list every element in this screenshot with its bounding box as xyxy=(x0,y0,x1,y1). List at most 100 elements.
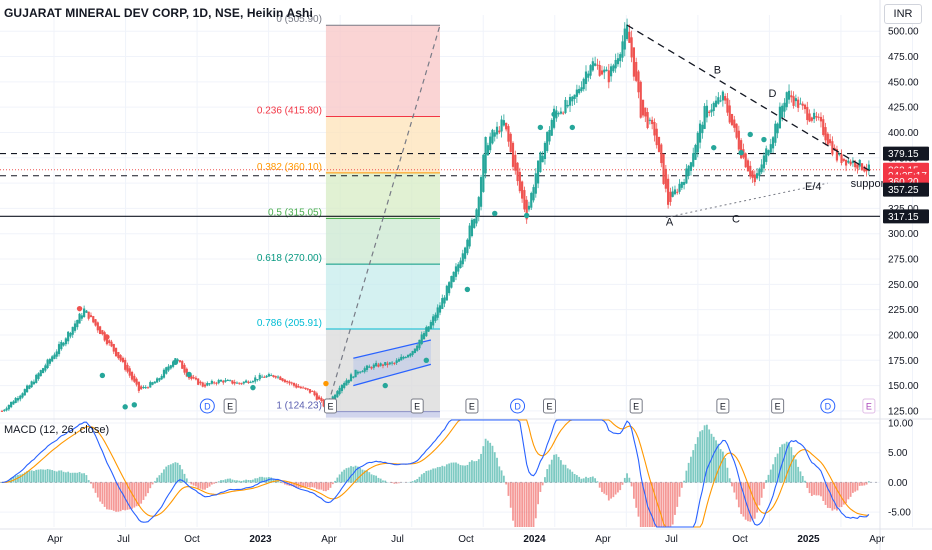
candle-body xyxy=(794,98,797,102)
candle-body xyxy=(493,132,496,137)
fib-trendline xyxy=(325,25,441,412)
macd-histogram-bar xyxy=(443,466,446,483)
macd-histogram-bar xyxy=(345,468,348,483)
pivot-marker xyxy=(761,136,767,143)
candle-body xyxy=(484,136,487,174)
macd-histogram-bar xyxy=(64,472,67,483)
candle-body xyxy=(295,384,298,388)
macd-histogram-bar xyxy=(573,473,576,483)
candle-body xyxy=(422,333,426,340)
macd-histogram-bar xyxy=(220,480,222,483)
candle-body xyxy=(117,352,120,359)
macd-histogram-bar xyxy=(140,482,143,504)
candle-body xyxy=(340,384,344,392)
candle-body xyxy=(607,70,610,83)
macd-histogram-bar xyxy=(601,482,603,493)
candle-body xyxy=(749,165,752,177)
chart-annotation: B xyxy=(714,65,721,77)
earnings-marker-label: E xyxy=(775,402,781,412)
macd-histogram-bar xyxy=(733,482,736,493)
macd-histogram-bar xyxy=(708,429,711,483)
macd-histogram-bar xyxy=(94,482,97,493)
candle-body xyxy=(532,187,535,201)
macd-histogram-bar xyxy=(822,482,825,501)
macd-histogram-bar xyxy=(557,456,560,483)
candle-body xyxy=(434,314,437,321)
macd-histogram-bar xyxy=(589,477,592,483)
candle-body xyxy=(838,153,841,155)
macd-histogram-bar xyxy=(765,480,768,483)
candle-body xyxy=(445,285,448,301)
macd-histogram-bar xyxy=(247,480,250,483)
candle-body xyxy=(726,98,729,113)
candle-body xyxy=(165,367,168,374)
candle-body xyxy=(682,182,686,185)
candle-body xyxy=(521,181,524,199)
price-tag xyxy=(883,146,929,161)
candle-body xyxy=(39,370,42,377)
candle-body xyxy=(452,271,455,282)
macd-histogram-bar xyxy=(261,476,263,483)
macd-histogram-bar xyxy=(103,482,106,507)
candle-body xyxy=(534,173,537,194)
candle-body xyxy=(270,375,273,377)
candle-body xyxy=(518,171,521,192)
macd-histogram-bar xyxy=(810,482,813,496)
candle-body xyxy=(461,253,464,265)
macd-histogram-bar xyxy=(137,482,140,506)
price-tick-label: 200.00 xyxy=(888,330,919,341)
pivot-marker xyxy=(186,371,192,378)
currency-button[interactable]: INR xyxy=(884,4,922,24)
macd-histogram-bar xyxy=(790,447,793,483)
candle-body xyxy=(349,374,353,382)
earnings-marker-label: E xyxy=(469,402,475,412)
macd-histogram-bar xyxy=(482,446,485,483)
macd-histogram-bar xyxy=(480,453,482,483)
candle-body xyxy=(817,116,820,118)
macd-histogram-bar xyxy=(464,465,466,483)
macd-histogram-bar xyxy=(678,482,681,497)
macd-histogram-bar xyxy=(439,466,441,483)
candle-body xyxy=(459,260,462,268)
candle-body xyxy=(669,191,672,202)
candle-body xyxy=(19,395,22,400)
candle-body xyxy=(671,191,674,197)
macd-histogram-bar xyxy=(290,482,293,487)
candle-body xyxy=(762,155,766,169)
candle-body xyxy=(858,159,861,167)
macd-histogram-bar xyxy=(461,465,464,483)
macd-histogram-bar xyxy=(176,462,179,483)
macd-histogram-bar xyxy=(39,469,42,483)
macd-histogram-bar xyxy=(411,481,414,483)
macd-histogram-bar xyxy=(630,482,633,487)
macd-histogram-bar xyxy=(379,478,382,483)
candle-body xyxy=(582,78,585,90)
candle-body xyxy=(260,376,264,378)
macd-histogram-bar xyxy=(797,466,800,483)
macd-histogram-bar xyxy=(808,482,811,494)
candle-body xyxy=(429,321,432,329)
candle-body xyxy=(619,54,622,62)
price-tick-label: 425.00 xyxy=(888,103,919,114)
candle-body xyxy=(479,177,483,207)
candle-body xyxy=(769,144,772,153)
candle-body xyxy=(797,99,800,108)
candle-body xyxy=(580,87,583,92)
candle-body xyxy=(78,313,81,324)
price-tick-label: 250.00 xyxy=(888,280,919,291)
candle-body xyxy=(500,119,503,132)
candle-body xyxy=(822,119,825,135)
macd-histogram-bar xyxy=(783,443,786,483)
macd-histogram-bar xyxy=(158,475,161,483)
macd-histogram-bar xyxy=(505,482,508,485)
candle-body xyxy=(67,331,70,342)
candle-body xyxy=(404,357,407,359)
macd-histogram-bar xyxy=(169,464,172,483)
macd-histogram-bar xyxy=(195,482,197,487)
macd-histogram-bar xyxy=(101,482,104,504)
candle-body xyxy=(388,362,391,365)
macd-histogram-bar xyxy=(265,477,268,483)
macd-histogram-bar xyxy=(226,478,229,483)
macd-histogram-bar xyxy=(642,482,644,527)
